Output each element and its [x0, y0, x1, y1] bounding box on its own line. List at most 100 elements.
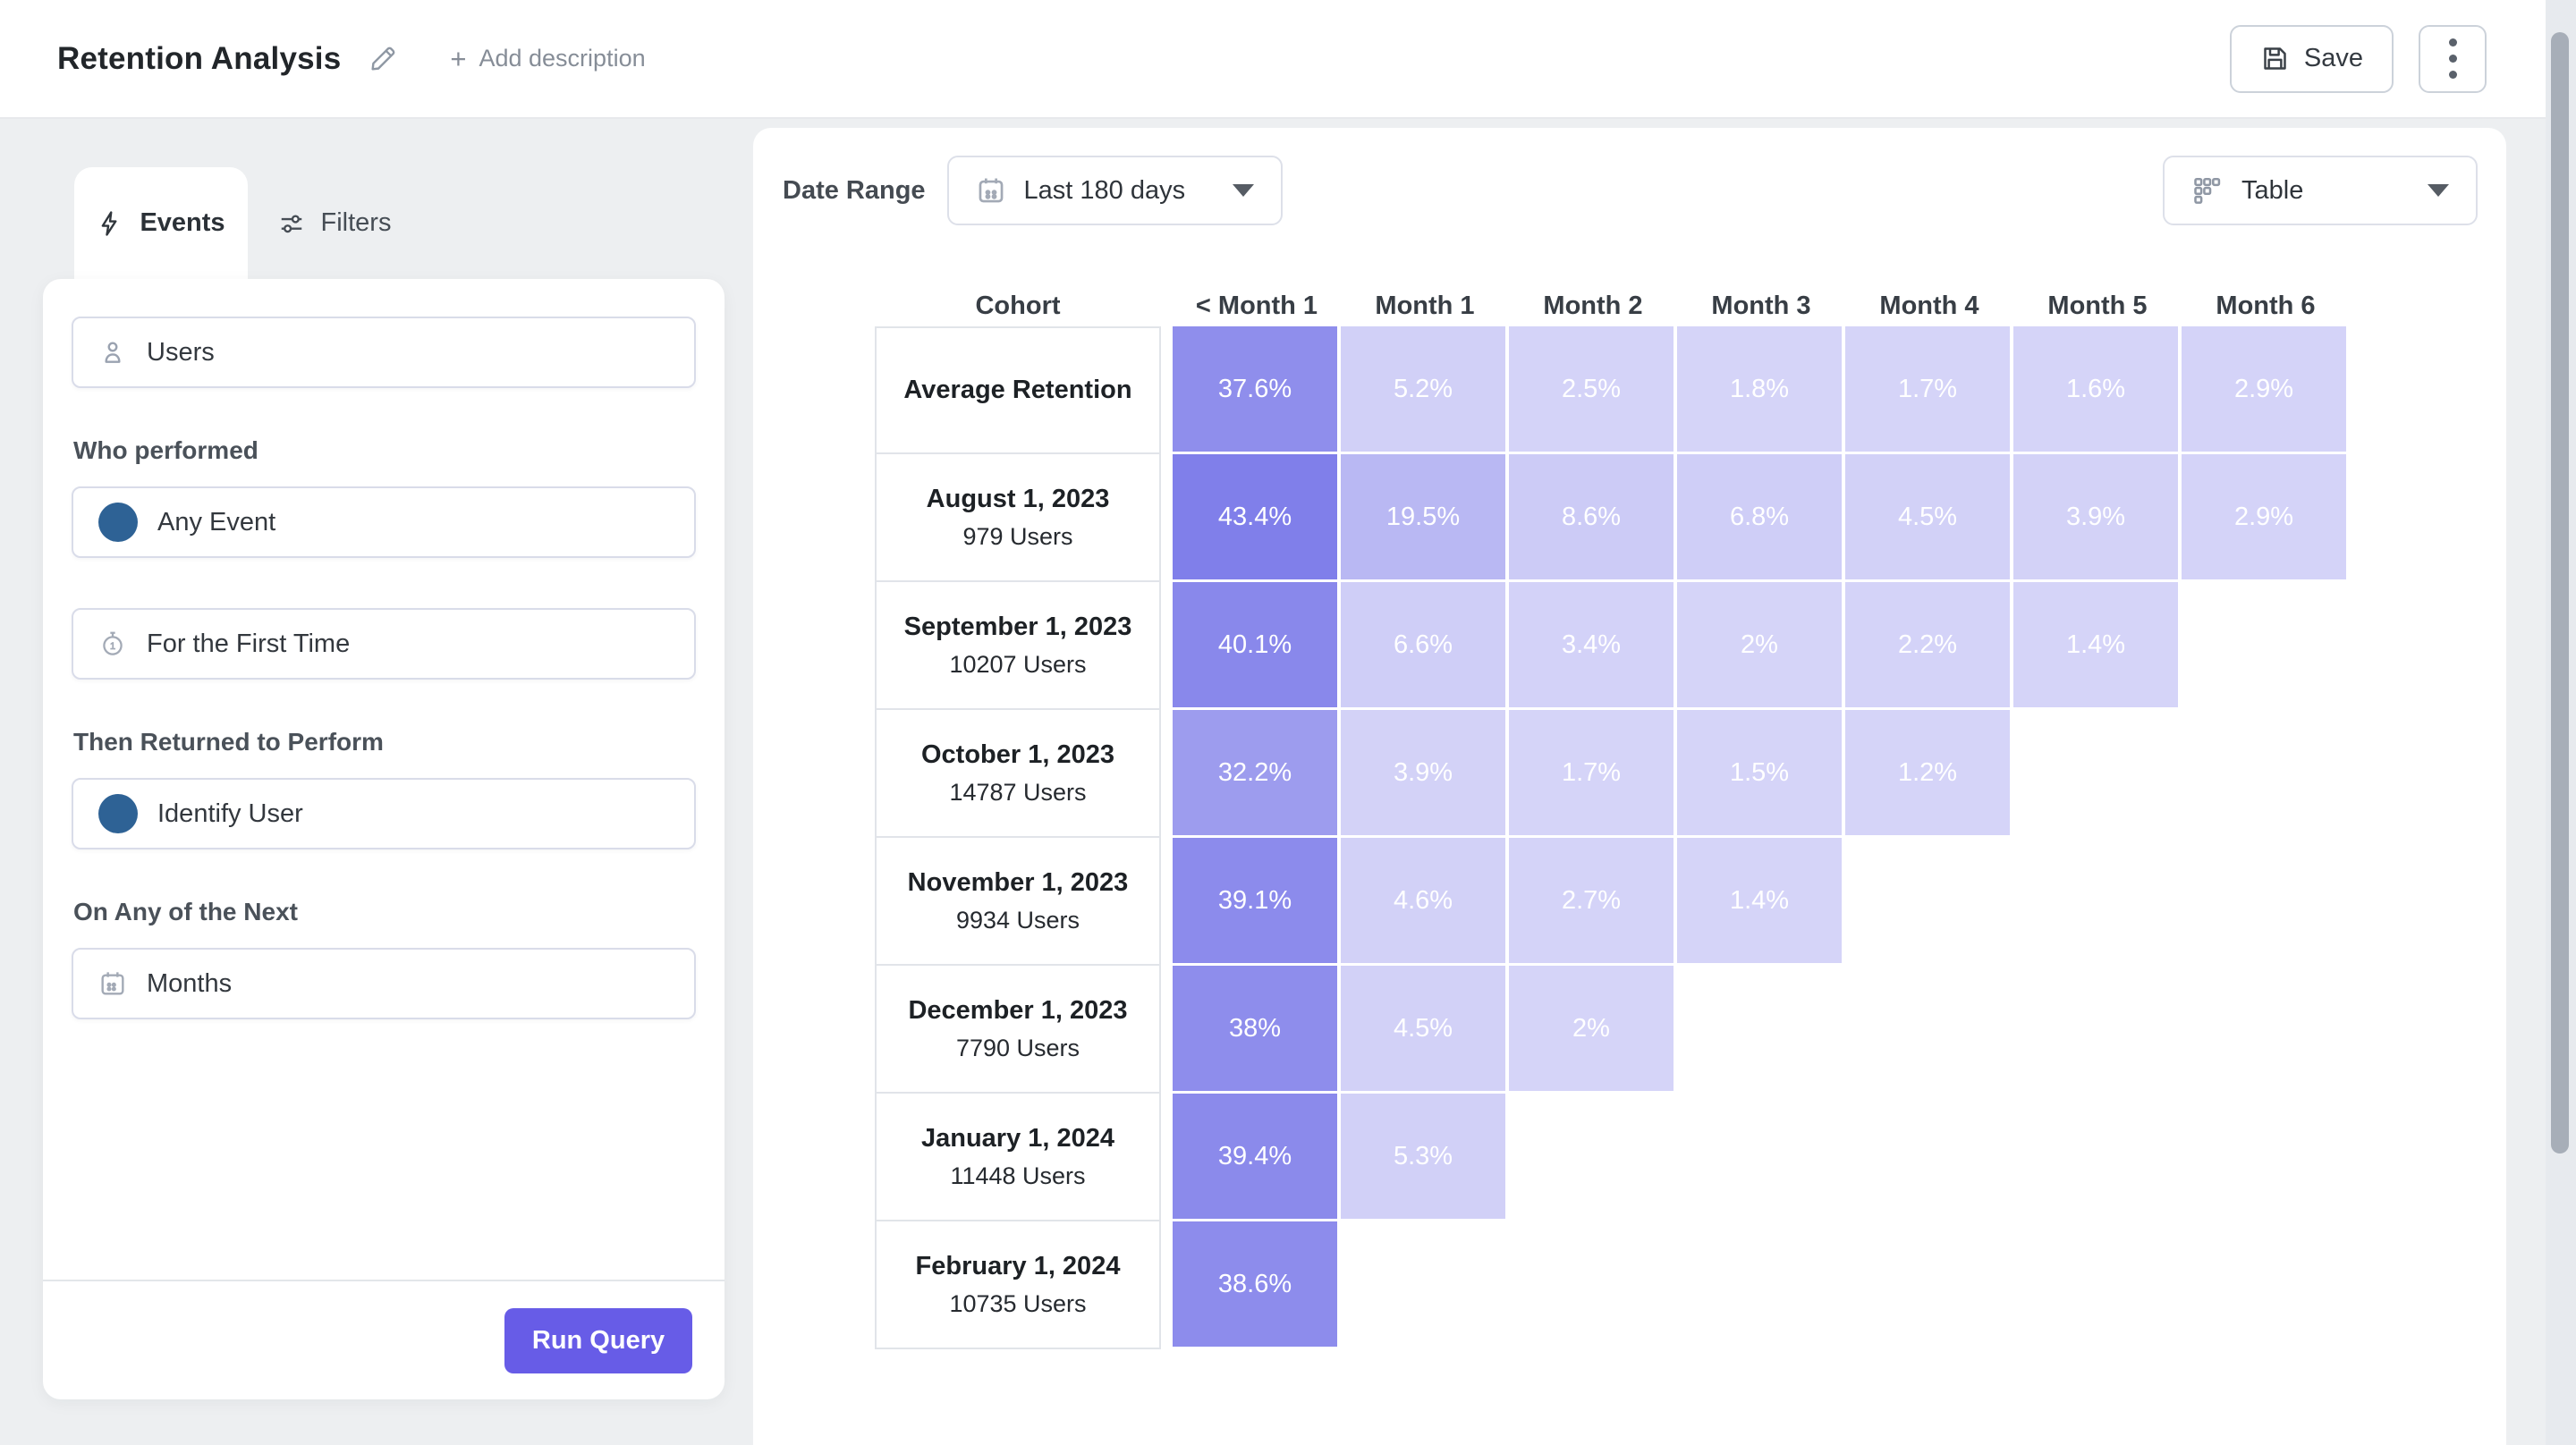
retention-value-cell[interactable]: 2.9% — [2182, 454, 2346, 579]
retention-value-cell[interactable]: 2% — [1677, 582, 1842, 707]
who-performed-label: Who performed — [73, 436, 258, 464]
query-builder-sidebar: Events Filters — [43, 167, 724, 1399]
tab-filters-label: Filters — [320, 208, 392, 237]
retention-value-cell[interactable]: 32.2% — [1173, 710, 1337, 835]
any-event-selector[interactable]: Any Event — [72, 486, 696, 558]
retention-value-cell[interactable]: 2.9% — [2182, 326, 2346, 452]
cohort-title: October 1, 2023 — [921, 739, 1114, 769]
column-header: Month 5 — [2047, 292, 2148, 320]
retention-value-cell[interactable]: 38% — [1173, 966, 1337, 1091]
sidebar-tabs: Events Filters — [43, 167, 724, 279]
first-time-selector[interactable]: 1 For the First Time — [72, 608, 696, 680]
tab-filters[interactable]: Filters — [248, 167, 421, 279]
retention-value-cell[interactable]: 1.8% — [1677, 326, 1842, 452]
column-header: Month 1 — [1375, 292, 1475, 320]
run-query-button[interactable]: Run Query — [504, 1307, 692, 1373]
identify-user-selector[interactable]: Identify User — [72, 778, 696, 849]
page-title: Retention Analysis — [57, 40, 342, 76]
add-description-label: Add description — [479, 45, 646, 72]
cohort-users-count: 9934 Users — [955, 906, 1080, 934]
retention-row: February 1, 2024 10735 Users 38.6% — [875, 1221, 2350, 1349]
cohort-users-count: 11448 Users — [950, 1162, 1086, 1189]
retention-value-cell[interactable]: 5.2% — [1341, 326, 1505, 452]
cohort-cell: August 1, 2023 979 Users — [875, 454, 1161, 582]
cohort-title: January 1, 2024 — [920, 1123, 1115, 1153]
svg-text:1: 1 — [110, 641, 115, 652]
cohort-users-count: 10735 Users — [949, 1289, 1087, 1317]
retention-value-cell[interactable]: 4.5% — [1845, 454, 2010, 579]
report-canvas: Date Range Last 180 days — [753, 128, 2506, 1445]
retention-value-cell[interactable]: 3.9% — [2013, 454, 2178, 579]
months-label: Months — [147, 968, 233, 998]
calendar-icon — [98, 969, 127, 998]
retention-value-cell[interactable]: 2% — [1509, 966, 1674, 1091]
retention-value-cell[interactable]: 2.2% — [1845, 582, 2010, 707]
date-range-dropdown[interactable]: Last 180 days — [946, 156, 1283, 225]
retention-value-cell[interactable]: 1.4% — [2013, 582, 2178, 707]
date-range-value: Last 180 days — [1023, 175, 1186, 205]
column-header: Month 4 — [1879, 292, 1979, 320]
sliders-icon — [278, 210, 305, 237]
cohort-users-count: 979 Users — [962, 522, 1073, 550]
more-options-button[interactable] — [2419, 24, 2487, 93]
tab-events-label: Events — [140, 208, 225, 237]
cohort-cell: December 1, 2023 7790 Users — [875, 966, 1161, 1094]
top-bar: Retention Analysis + Add description Sav… — [0, 0, 2576, 119]
retention-value-cell[interactable]: 1.5% — [1677, 710, 1842, 835]
column-header: Month 6 — [2216, 292, 2316, 320]
column-header: Month 3 — [1711, 292, 1811, 320]
stopwatch-icon: 1 — [98, 630, 127, 658]
retention-value-cell[interactable]: 1.6% — [2013, 326, 2178, 452]
retention-value-cell[interactable]: 3.4% — [1509, 582, 1674, 707]
save-button[interactable]: Save — [2229, 24, 2394, 93]
edit-title-button[interactable] — [368, 44, 398, 74]
retention-value-cell[interactable]: 1.7% — [1509, 710, 1674, 835]
column-header: < Month 1 — [1195, 292, 1318, 320]
retention-value-cell[interactable]: 40.1% — [1173, 582, 1337, 707]
event-color-dot — [98, 503, 138, 542]
cohort-title: December 1, 2023 — [908, 995, 1128, 1025]
retention-value-cell[interactable]: 2.7% — [1509, 838, 1674, 963]
save-label: Save — [2303, 44, 2363, 72]
save-icon — [2260, 44, 2290, 73]
cohort-users-count: 10207 Users — [949, 650, 1087, 678]
view-type-value: Table — [2241, 175, 2304, 205]
retention-value-cell[interactable]: 1.4% — [1677, 838, 1842, 963]
retention-value-cell[interactable]: 5.3% — [1341, 1094, 1505, 1219]
retention-row: November 1, 2023 9934 Users 39.1% 4.6% 2.7% 1… — [875, 838, 2350, 966]
user-icon — [98, 338, 127, 367]
events-panel: Users Who performed Any Event 1 For the … — [43, 279, 724, 1399]
column-header: Month 2 — [1543, 292, 1643, 320]
any-event-label: Any Event — [157, 507, 276, 537]
users-selector[interactable]: Users — [72, 317, 696, 388]
retention-value-cell[interactable]: 2.5% — [1509, 326, 1674, 452]
retention-row: September 1, 2023 10207 Users 40.1% 6.6% 3.4… — [875, 582, 2350, 710]
retention-value-cell[interactable]: 39.1% — [1173, 838, 1337, 963]
retention-value-cell[interactable]: 43.4% — [1173, 454, 1337, 579]
tab-events[interactable]: Events — [74, 167, 248, 279]
chevron-down-icon — [2428, 184, 2449, 197]
retention-value-cell[interactable]: 37.6% — [1173, 326, 1337, 452]
add-description-button[interactable]: + Add description — [450, 45, 645, 72]
retention-value-cell[interactable]: 4.6% — [1341, 838, 1505, 963]
retention-value-cell[interactable]: 1.7% — [1845, 326, 2010, 452]
retention-row: August 1, 2023 979 Users 43.4% 19.5% 8.6% 6.8… — [875, 454, 2350, 582]
retention-value-cell[interactable]: 8.6% — [1509, 454, 1674, 579]
cohort-cell: January 1, 2024 11448 Users — [875, 1094, 1161, 1221]
months-selector[interactable]: Months — [72, 948, 696, 1019]
date-range-label: Date Range — [783, 175, 926, 205]
retention-value-cell[interactable]: 38.6% — [1173, 1221, 1337, 1347]
cohort-cell: September 1, 2023 10207 Users — [875, 582, 1161, 710]
retention-value-cell[interactable]: 39.4% — [1173, 1094, 1337, 1219]
scrollbar-thumb[interactable] — [2551, 32, 2569, 1153]
retention-value-cell[interactable]: 4.5% — [1341, 966, 1505, 1091]
retention-value-cell[interactable]: 6.6% — [1341, 582, 1505, 707]
retention-value-cell[interactable]: 1.2% — [1845, 710, 2010, 835]
cohort-title: Average Retention — [903, 376, 1132, 404]
retention-value-cell[interactable]: 19.5% — [1341, 454, 1505, 579]
view-type-dropdown[interactable]: Table — [2163, 156, 2478, 225]
column-header-cohort: Cohort — [975, 292, 1061, 320]
retention-value-cell[interactable]: 3.9% — [1341, 710, 1505, 835]
retention-value-cell[interactable]: 6.8% — [1677, 454, 1842, 579]
cohort-users-count: 7790 Users — [955, 1034, 1080, 1061]
